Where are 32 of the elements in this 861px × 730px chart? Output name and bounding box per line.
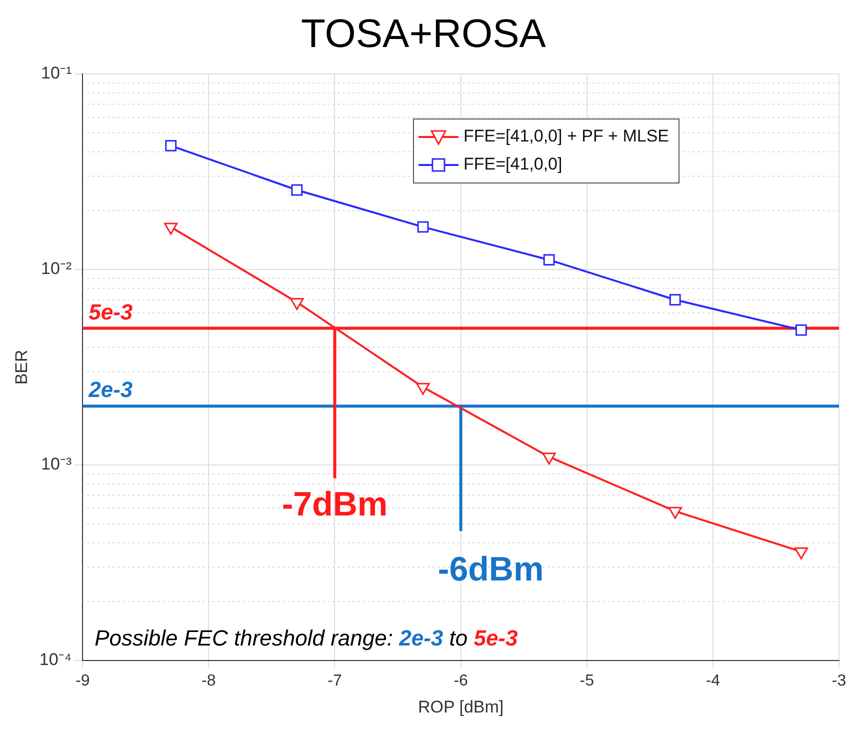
annotation: Possible FEC threshold range: 2e-3 to 5e-3: [94, 625, 518, 651]
x-tick-label: -4: [706, 672, 720, 690]
point: [669, 294, 681, 306]
x-tick-label: -7: [328, 672, 342, 690]
point: [542, 452, 556, 465]
x-tick-label: -5: [580, 672, 594, 690]
point: [794, 547, 808, 560]
point: [416, 382, 430, 395]
chart-title: TOSA+ROSA: [301, 12, 546, 56]
y-tick-label: 10⁻⁴: [39, 650, 72, 670]
point: [290, 298, 304, 310]
x-tick-label: -8: [202, 672, 216, 690]
ref-line-label: 5e-3: [88, 299, 133, 324]
x-tick-label: -3: [832, 672, 846, 690]
x-tick-label: -6: [454, 672, 468, 690]
point: [543, 254, 555, 266]
point: [795, 324, 807, 336]
y-axis-title: BER: [12, 350, 31, 385]
x-tick-label: -9: [75, 672, 90, 690]
point: [165, 140, 177, 152]
point: [417, 221, 429, 233]
y-tick-label: 10⁻³: [41, 454, 72, 474]
y-tick-label: 10⁻¹: [41, 64, 72, 83]
x-axis-title: ROP [dBm]: [418, 697, 504, 716]
point: [668, 506, 682, 519]
annotation: -7dBm: [282, 486, 388, 524]
ref-line-label: 2e-3: [88, 377, 133, 402]
y-tick-label: 10⁻²: [41, 259, 72, 278]
legend-label: FFE=[41,0,0]: [463, 154, 562, 174]
legend-label: FFE=[41,0,0] + PF + MLSE: [463, 126, 670, 146]
annotation: -6dBm: [438, 550, 544, 588]
point: [291, 184, 303, 196]
